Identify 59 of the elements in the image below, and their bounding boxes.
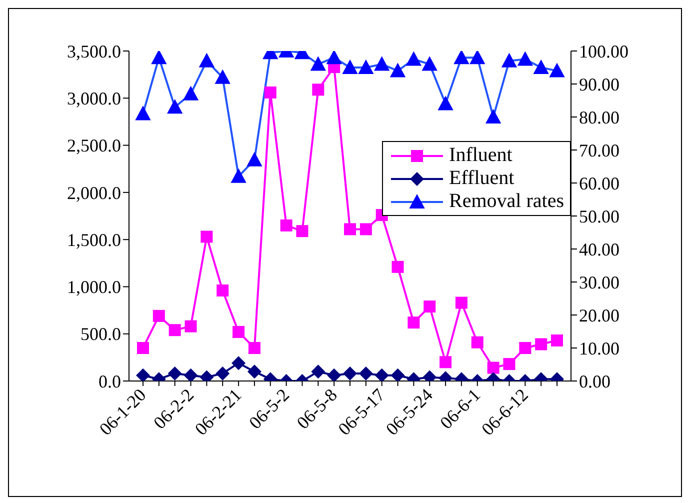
point [168, 324, 181, 336]
point [471, 336, 484, 348]
y2-tick-label: 70.00 [579, 140, 620, 160]
point [487, 362, 500, 374]
y-tick-label: 3,500.0 [67, 41, 121, 62]
point [136, 368, 150, 381]
point [519, 342, 532, 354]
point [343, 366, 357, 380]
point [455, 296, 468, 309]
y2-tick-label: 30.00 [579, 272, 620, 292]
point [280, 219, 292, 232]
point [392, 260, 404, 273]
point [312, 84, 324, 96]
y-tick-label: 1,000.0 [67, 277, 121, 298]
point [168, 366, 182, 380]
point [440, 356, 452, 368]
point [216, 284, 229, 296]
point [374, 368, 389, 381]
y-tick-label: 2,000.0 [67, 182, 121, 203]
point [535, 338, 548, 350]
point [247, 364, 262, 379]
point [360, 223, 372, 236]
y-tick-label: 500.0 [80, 324, 121, 344]
point [311, 364, 326, 379]
point [296, 225, 308, 238]
y2-tick-label: 20.00 [579, 305, 620, 326]
y2-tick-label: 60.00 [579, 173, 620, 194]
y2-tick-label: 100.00 [579, 41, 628, 62]
point [408, 316, 420, 329]
legend-label: Influent [449, 144, 512, 167]
legend-label: Effluent [449, 167, 514, 190]
y-tick-label: 0.0 [98, 371, 121, 392]
point [551, 334, 563, 346]
y2-tick-label: 90.00 [579, 74, 620, 94]
point [424, 300, 436, 313]
point [216, 366, 230, 380]
point [152, 310, 165, 322]
point [344, 223, 356, 236]
y-tick-label: 3,000.0 [67, 88, 121, 109]
legend-label: Removal rates [449, 190, 564, 213]
point [137, 342, 149, 354]
point [248, 342, 260, 354]
point [232, 356, 246, 370]
y2-tick-label: 0.00 [579, 371, 610, 392]
point [200, 230, 213, 243]
point [232, 326, 245, 338]
y-tick-label: 2,500.0 [67, 136, 121, 156]
y-tick-label: 1,500.0 [67, 230, 121, 250]
y2-tick-label: 10.00 [579, 338, 620, 358]
point [264, 86, 276, 98]
y2-tick-label: 50.00 [579, 206, 620, 226]
point [184, 320, 197, 332]
y2-tick-label: 40.00 [579, 239, 620, 260]
point [327, 368, 342, 381]
point [503, 358, 516, 370]
point [184, 368, 198, 381]
point [390, 368, 405, 381]
point [358, 366, 373, 380]
y2-tick-label: 80.00 [579, 107, 620, 128]
